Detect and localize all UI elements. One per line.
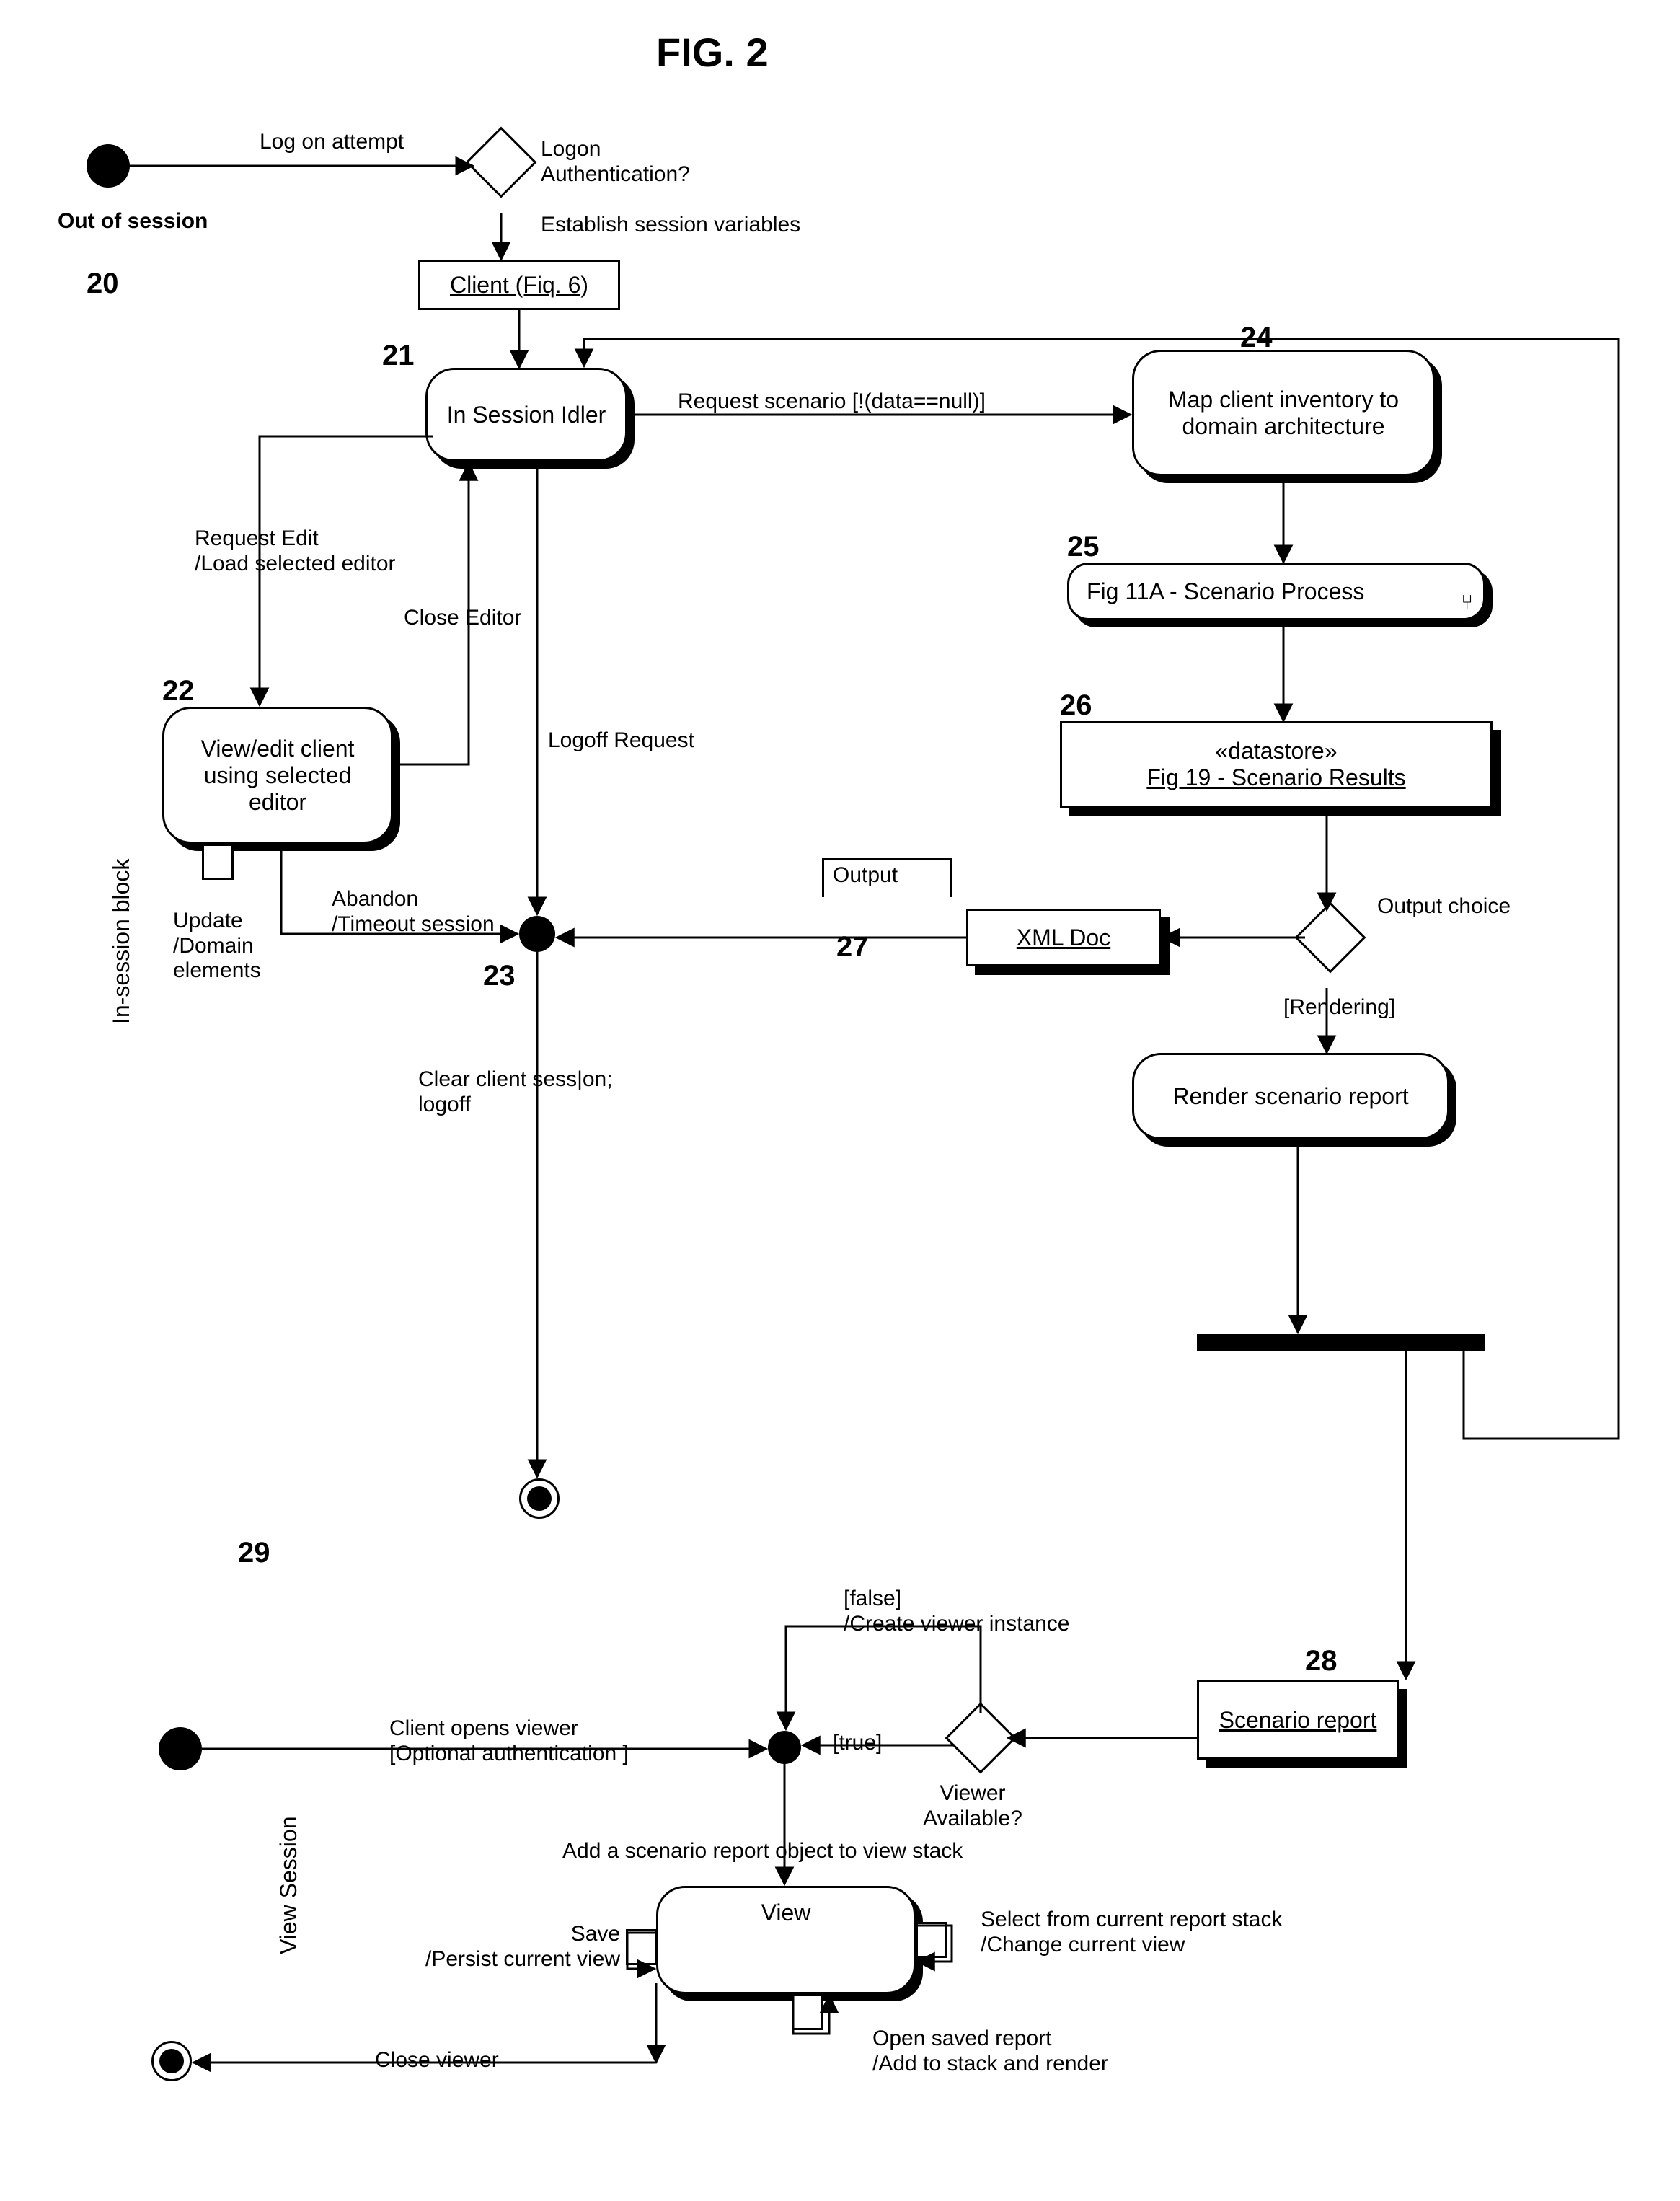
out-of-session-label: Out of session xyxy=(58,209,208,234)
datastore-text: Fig 19 - Scenario Results xyxy=(1146,764,1405,791)
ref-22: 22 xyxy=(162,674,195,707)
add-stack-label: Add a scenario report object to view sta… xyxy=(562,1839,963,1864)
logon-decision xyxy=(466,127,537,198)
logon-auth-label: Logon Authentication? xyxy=(541,137,690,187)
xml-doc: XML Doc xyxy=(966,909,1161,966)
map-arch-text: Map client inventory to domain architect… xyxy=(1144,387,1423,440)
view-edit-client: View/edit client using selected editor xyxy=(162,707,393,844)
viewer-available-label: Viewer Available? xyxy=(923,1781,1022,1831)
view-right-pin xyxy=(916,1922,947,1958)
map-client-inventory: Map client inventory to domain architect… xyxy=(1132,350,1435,476)
in-session-block-label: In-session block xyxy=(108,859,135,1024)
establish-vars-label: Establish session variables xyxy=(541,213,800,238)
rendering-label: [Rendering] xyxy=(1283,995,1395,1020)
select-stack-label: Select from current report stack /Change… xyxy=(981,1907,1282,1957)
final-node-mid xyxy=(519,1478,560,1519)
logoff-request-label: Logoff Request xyxy=(548,728,694,754)
diagram-canvas: FIG. 2 Out of session Log on attempt Log… xyxy=(29,29,1651,2172)
view-bottom-pin xyxy=(792,1994,823,2030)
true-label: [true] xyxy=(833,1731,882,1756)
ref-26: 26 xyxy=(1060,689,1092,722)
ref-25: 25 xyxy=(1067,530,1100,563)
client-opens-viewer-label: Client opens viewer [Optional authentica… xyxy=(389,1716,629,1766)
log-on-attempt-label: Log on attempt xyxy=(260,130,404,155)
ref-27: 27 xyxy=(836,930,869,963)
client-box-text: Client (Fiq. 6) xyxy=(450,272,588,299)
output-choice-decision xyxy=(1295,902,1366,974)
output-choice-label: Output choice xyxy=(1377,894,1511,919)
view-node: View xyxy=(656,1886,916,1994)
subactivity-icon: ⑂ xyxy=(1461,591,1473,614)
editor-text: View/edit client using selected editor xyxy=(174,736,381,816)
idler-text: In Session Idler xyxy=(447,402,606,428)
output-tab-text: Output xyxy=(833,863,898,887)
editor-self-pin xyxy=(202,844,234,880)
initial-node-top xyxy=(87,144,130,188)
final-node-29 xyxy=(151,2041,192,2081)
datastore-stereotype: «datastore» xyxy=(1215,738,1337,764)
ref-29: 29 xyxy=(238,1536,270,1569)
scenario-proc-text: Fig 11A - Scenario Process xyxy=(1087,578,1364,605)
scenario-process: Fig 11A - Scenario Process ⑂ xyxy=(1067,563,1485,620)
close-viewer-label: Close viewer xyxy=(375,2048,499,2073)
xml-doc-text: XML Doc xyxy=(1017,925,1110,951)
save-label: Save /Persist current view xyxy=(425,1922,620,1972)
ref-21: 21 xyxy=(382,339,415,372)
render-scenario-report: Render scenario report xyxy=(1132,1053,1449,1139)
figure-title: FIG. 2 xyxy=(656,29,769,76)
viewer-available-decision xyxy=(945,1703,1017,1774)
initial-node-29 xyxy=(159,1727,202,1770)
view-left-pin xyxy=(626,1929,658,1965)
view-session-label: View Session xyxy=(275,1816,302,1954)
update-domain-label: Update /Domain elements xyxy=(173,909,261,984)
output-tab: Output xyxy=(822,858,952,897)
fork-bar xyxy=(1197,1334,1485,1351)
in-session-idler: In Session Idler xyxy=(425,368,627,462)
open-saved-label: Open saved report /Add to stack and rend… xyxy=(872,2026,1108,2076)
clear-session-label: Clear client sess|on; logoff xyxy=(418,1067,613,1117)
false-create-label: [false] /Create viewer instance xyxy=(844,1587,1069,1636)
ref-28: 28 xyxy=(1305,1644,1338,1677)
request-scenario-label: Request scenario [!(data==null)] xyxy=(678,389,986,415)
merge-29 xyxy=(768,1731,801,1764)
ref-23: 23 xyxy=(483,959,516,992)
ref-20: 20 xyxy=(87,267,119,300)
close-editor-label: Close Editor xyxy=(404,606,521,631)
datastore-scenario-results: «datastore» Fig 19 - Scenario Results xyxy=(1060,721,1493,808)
client-box: Client (Fiq. 6) xyxy=(418,260,620,310)
render-report-text: Render scenario report xyxy=(1172,1083,1408,1110)
scenario-report-text: Scenario report xyxy=(1219,1707,1377,1734)
abandon-label: Abandon /Timeout session xyxy=(332,887,495,937)
request-edit-label: Request Edit /Load selected editor xyxy=(195,526,396,576)
merge-23 xyxy=(519,916,555,952)
scenario-report-box: Scenario report xyxy=(1197,1680,1399,1760)
view-text: View xyxy=(761,1900,811,1926)
